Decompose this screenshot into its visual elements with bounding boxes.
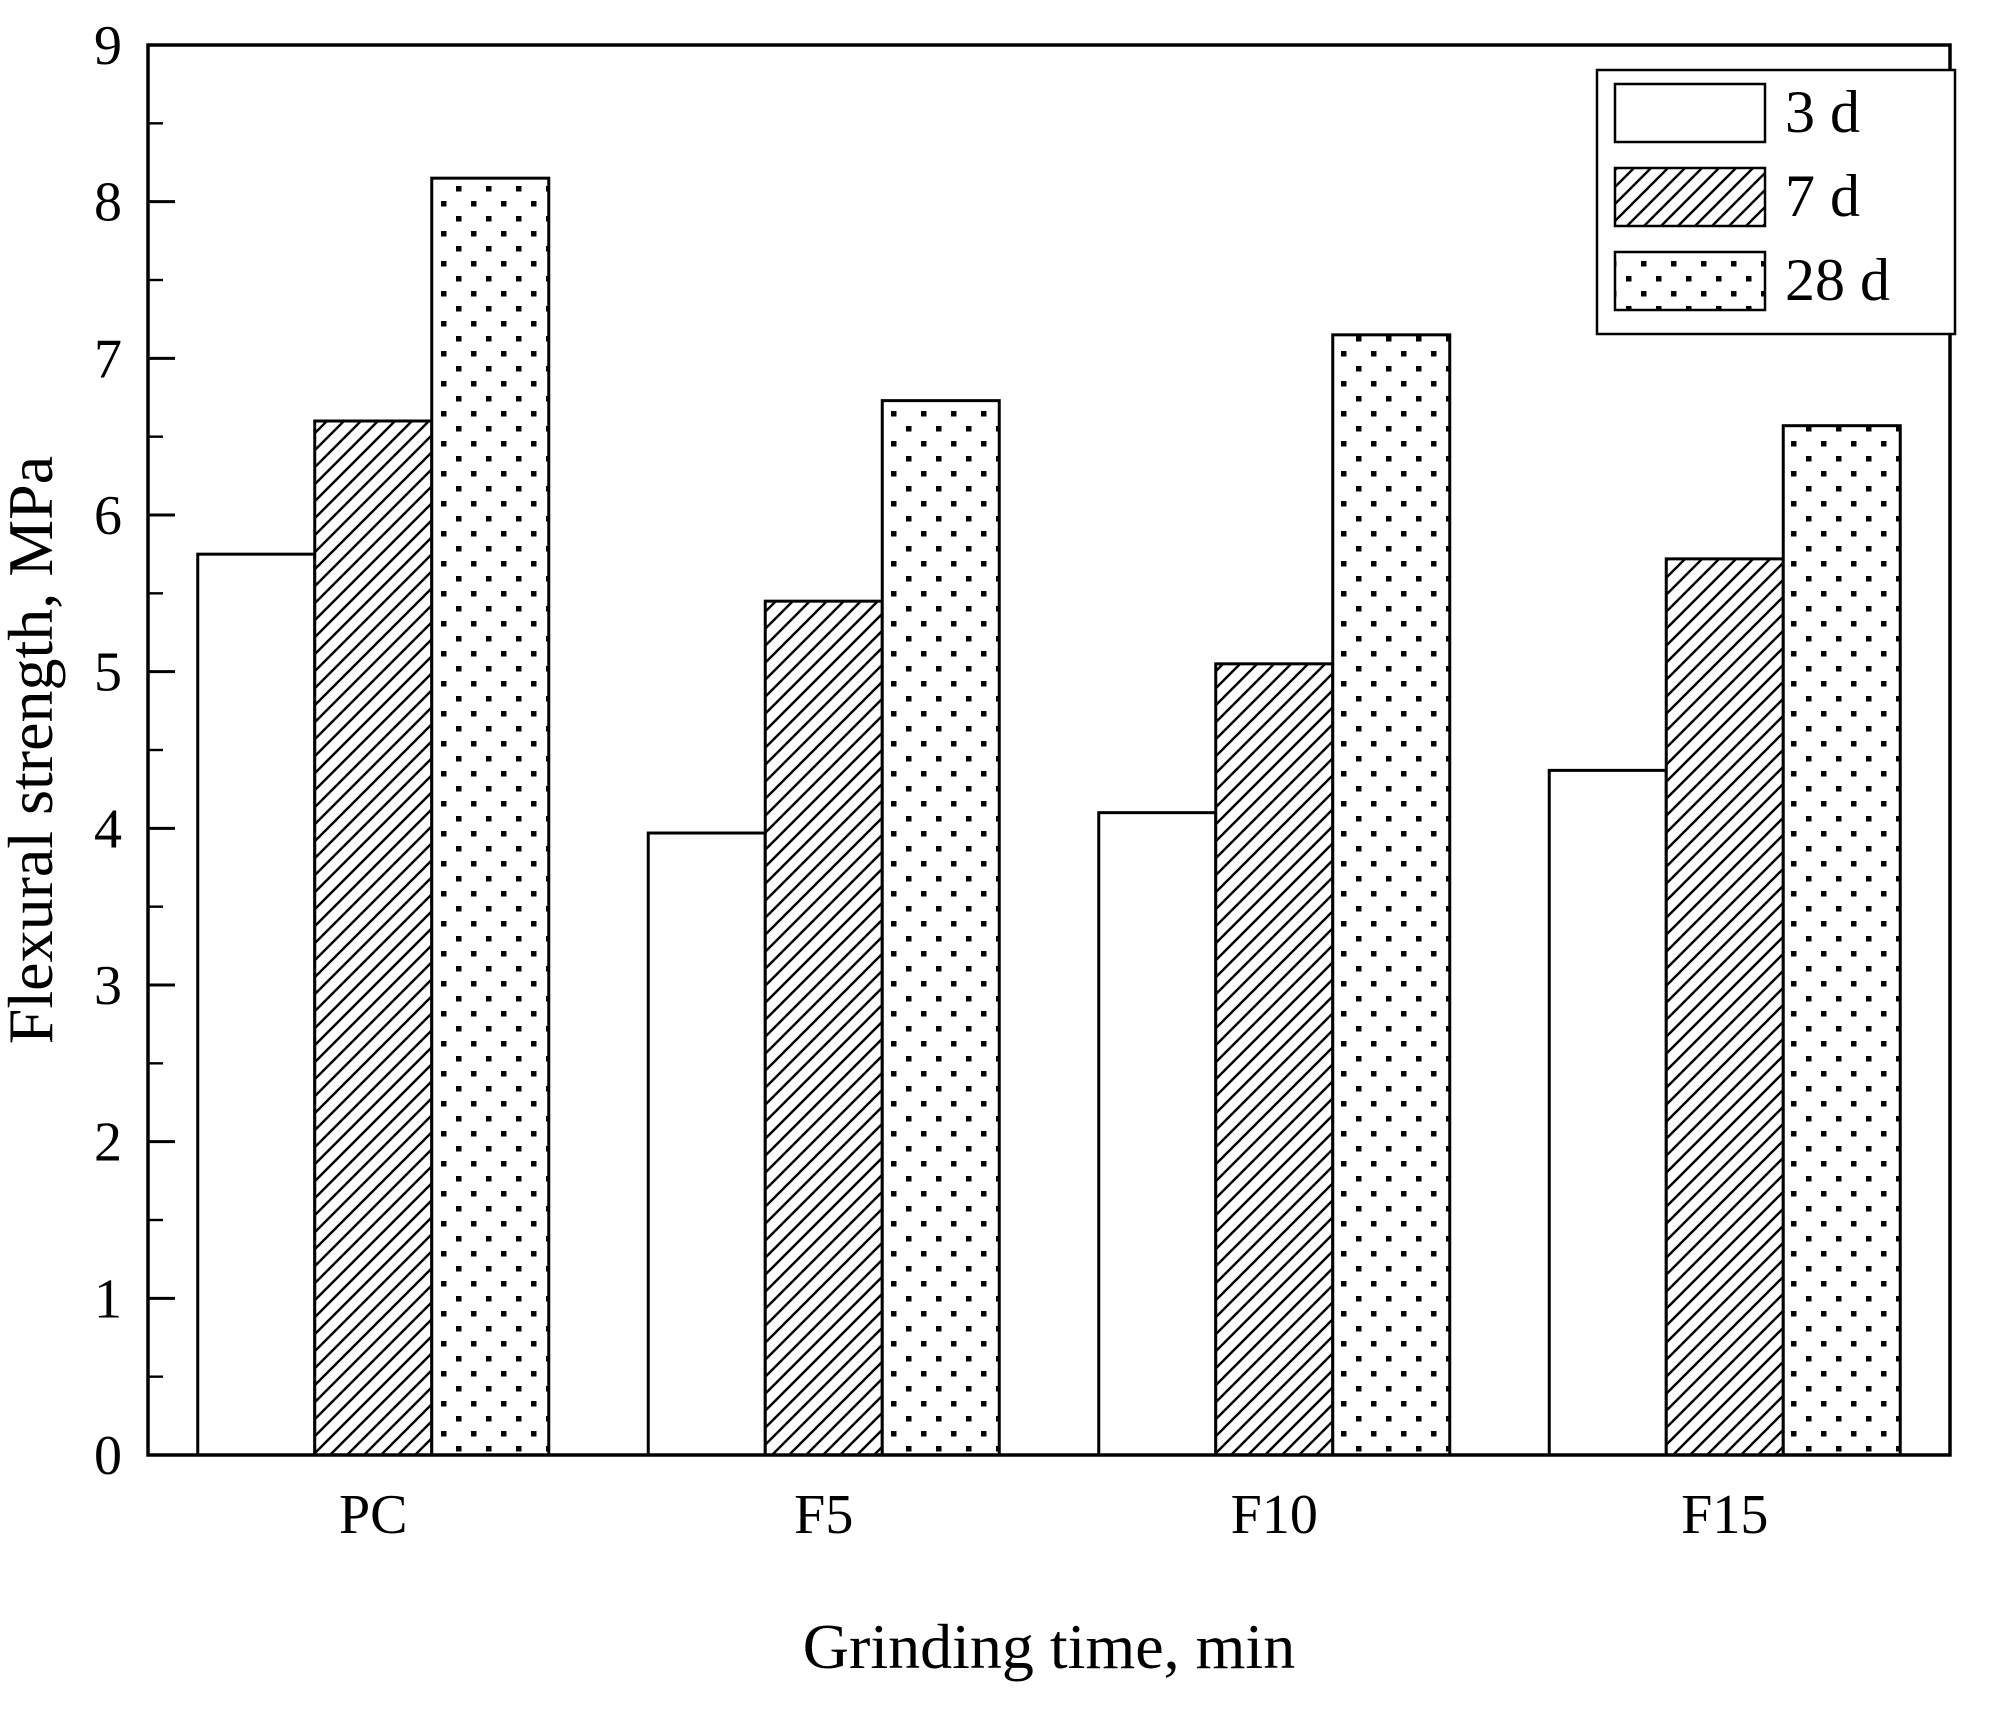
y-tick-label: 3 — [94, 955, 122, 1017]
bar-PC-28d — [430, 176, 551, 1457]
x-category-label: PC — [339, 1484, 408, 1546]
legend-label: 3 d — [1785, 79, 1860, 145]
legend-swatch-28d — [1613, 250, 1767, 312]
legend: 3 d 7 d 28 d — [1595, 68, 1957, 336]
bar-F5-28d — [880, 399, 1001, 1457]
bar-PC-3d — [196, 552, 317, 1457]
y-tick-label: 0 — [94, 1425, 122, 1487]
legend-label: 7 d — [1785, 163, 1860, 229]
x-category-label: F15 — [1681, 1484, 1768, 1546]
y-tick-label: 8 — [94, 172, 122, 234]
x-category-label: F5 — [794, 1484, 853, 1546]
y-tick-label: 6 — [94, 485, 122, 547]
y-tick-label: 5 — [94, 642, 122, 704]
y-tick-label: 4 — [94, 798, 122, 860]
y-tick-label: 9 — [94, 15, 122, 77]
bar-PC-7d — [313, 419, 434, 1457]
bar-F15-7d — [1664, 557, 1785, 1457]
bar-F15-3d — [1547, 768, 1668, 1457]
x-category-label: F10 — [1231, 1484, 1318, 1546]
y-axis-title: Flexural strength, MPa — [0, 456, 66, 1044]
legend-swatch-3d — [1613, 82, 1767, 144]
bar-F15-28d — [1781, 424, 1902, 1457]
y-tick-label: 2 — [94, 1112, 122, 1174]
y-axis: 0 1 2 3 4 5 6 7 8 9 — [94, 15, 175, 1487]
legend-swatch-7d — [1613, 166, 1767, 228]
bar-F5-3d — [646, 831, 767, 1457]
legend-label: 28 d — [1785, 247, 1890, 313]
bar-F5-7d — [763, 599, 884, 1457]
y-tick-label: 7 — [94, 328, 122, 390]
bar-F10-28d — [1331, 333, 1452, 1457]
x-axis-title: Grinding time, min — [803, 1611, 1295, 1682]
bar-F10-3d — [1097, 811, 1218, 1457]
bar-F10-7d — [1214, 662, 1335, 1457]
bars: PC F5 F10 F15 — [196, 176, 1902, 1546]
y-tick-label: 1 — [94, 1268, 122, 1330]
plot-border — [146, 43, 1952, 1457]
